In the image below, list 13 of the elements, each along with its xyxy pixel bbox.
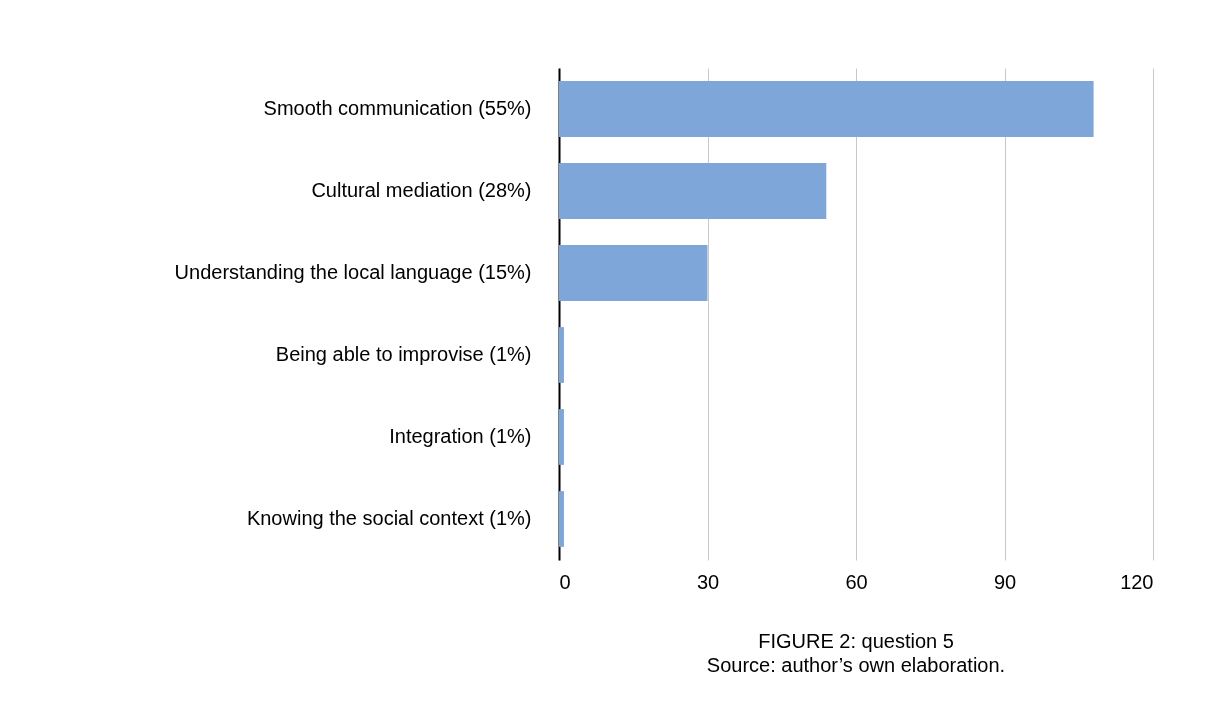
x-tick-label: 90 bbox=[993, 570, 1017, 593]
y-tick-label: Knowing the social context (1%) bbox=[246, 507, 532, 529]
source-note: Source: author’s own elaboration. bbox=[706, 654, 1006, 676]
x-tick-label: 60 bbox=[845, 570, 868, 593]
y-tick-label: Integration (1%) bbox=[389, 425, 532, 447]
y-tick-label: Being able to improvise (1%) bbox=[275, 343, 532, 365]
text: FIGURE 2: question 5 bbox=[758, 630, 954, 652]
y-tick-label: Understanding the local language (15%) bbox=[174, 261, 532, 283]
x-tick-label: 120 bbox=[1120, 570, 1154, 593]
y-tick-label: Cultural mediation (28%) bbox=[311, 179, 532, 201]
x-tick-label: 0 bbox=[559, 570, 571, 593]
x-tick-label: 30 bbox=[696, 570, 720, 593]
y-tick-label: Smooth communication (55%) bbox=[263, 97, 532, 119]
